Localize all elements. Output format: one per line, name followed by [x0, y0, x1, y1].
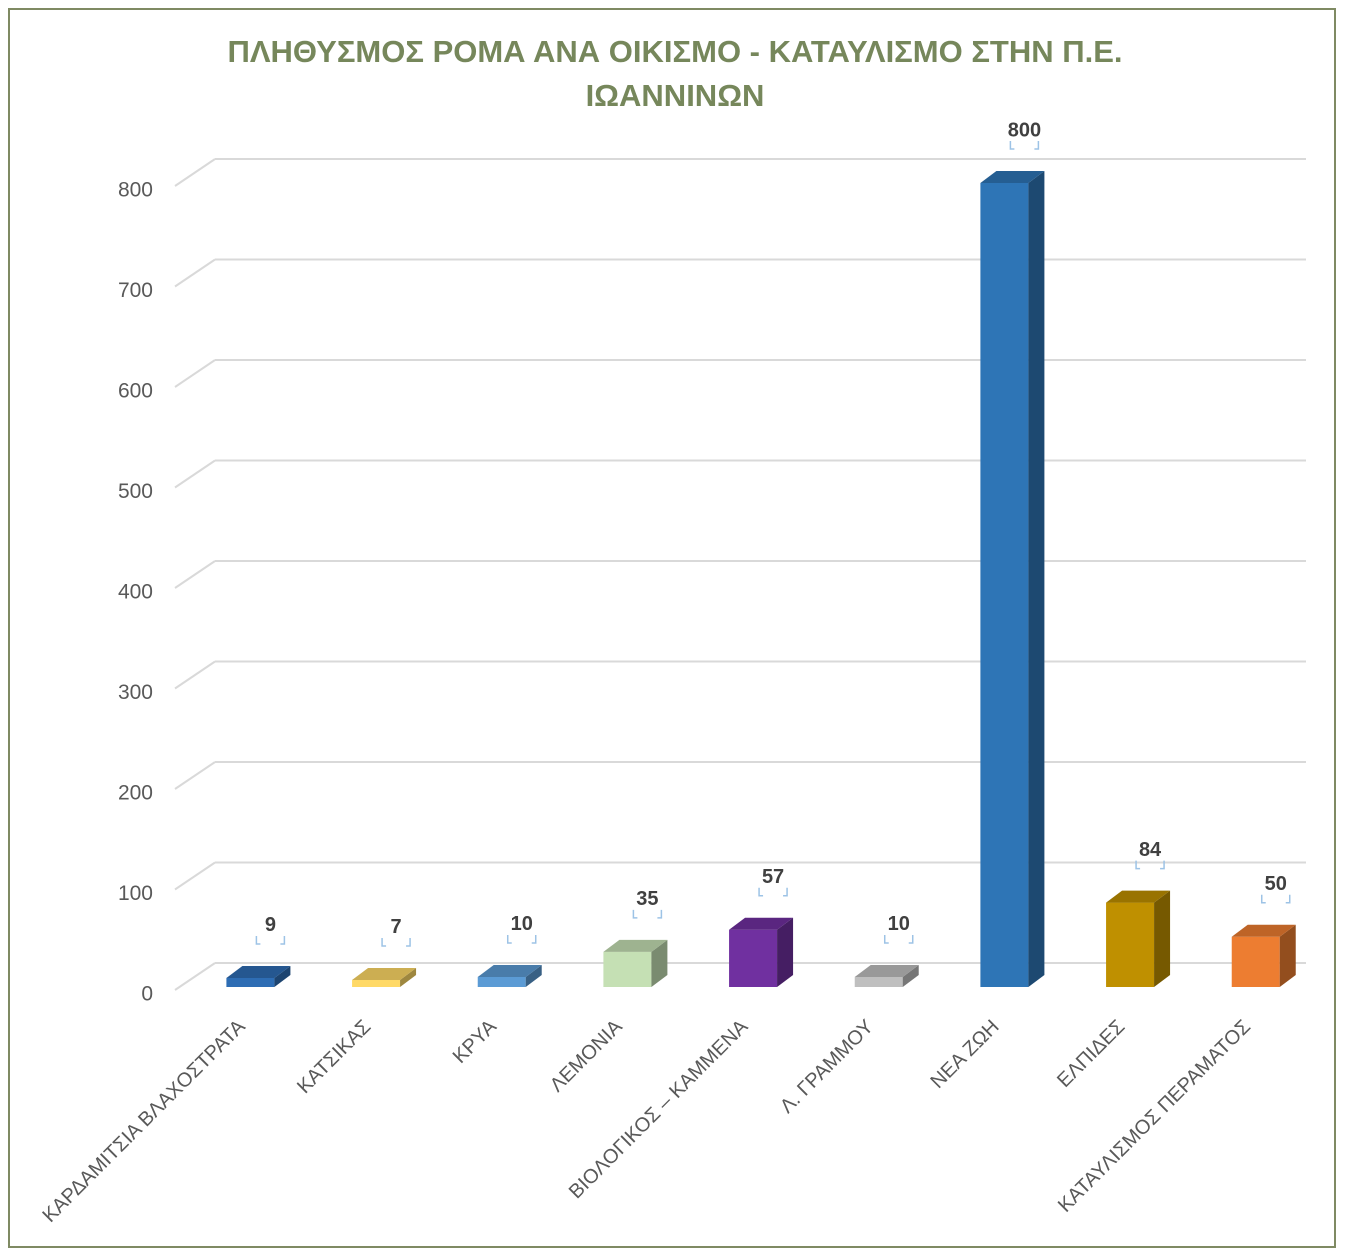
value-label: 35	[636, 888, 658, 910]
bar-front	[980, 183, 1029, 987]
grid-line-depth	[174, 861, 216, 891]
value-label-box	[1135, 860, 1165, 870]
x-tick-label: ΚΑΡΔΑΜΙΤΣΙΑ ΒΛΑΧΟΣΤΡΑΤΑ	[38, 1015, 250, 1227]
bar-top	[603, 939, 668, 952]
bar-side	[525, 964, 542, 987]
bar-side	[651, 939, 668, 987]
y-tick-label: 600	[118, 380, 153, 403]
bar-top	[477, 964, 542, 977]
y-tick-label: 300	[118, 681, 153, 704]
bar	[1106, 890, 1171, 987]
bar	[729, 917, 794, 987]
value-label: 9	[265, 914, 276, 936]
bar-front	[1106, 902, 1155, 987]
value-label-box	[1009, 141, 1040, 150]
grid-line-depth	[174, 660, 216, 690]
bar-front	[603, 951, 652, 987]
bar	[854, 964, 919, 987]
bar-top	[729, 917, 794, 930]
x-tick-label: ΕΛΠΙΔΕΣ	[1053, 1016, 1129, 1092]
bar	[980, 171, 1045, 987]
y-tick-label: 800	[118, 179, 153, 202]
bar-side	[902, 964, 919, 987]
bar-front	[1231, 936, 1280, 987]
bar-side	[1154, 890, 1171, 987]
value-label-box	[1260, 894, 1291, 904]
y-tick-label: 400	[118, 581, 153, 604]
bar-front	[226, 977, 275, 987]
x-tick-label: Λ. ΓΡΑΜΜΟΥ	[776, 1016, 878, 1118]
bar-top	[980, 171, 1045, 183]
y-tick-label: 500	[118, 480, 153, 503]
y-tick-label: 100	[118, 882, 153, 905]
value-label: 57	[762, 866, 784, 888]
bar	[603, 939, 668, 987]
y-tick-label: 200	[118, 782, 153, 805]
bar-top	[1231, 924, 1296, 937]
bar-top	[226, 965, 291, 978]
value-label: 10	[511, 913, 533, 935]
bar-side	[1028, 171, 1045, 987]
bar-side	[1279, 924, 1296, 987]
grid-line-depth	[174, 359, 216, 388]
bar-front	[729, 929, 778, 987]
grid-line-depth	[174, 761, 216, 790]
value-label-box	[632, 909, 663, 919]
grid-line-depth	[174, 560, 216, 589]
value-label: 800	[1008, 119, 1041, 141]
y-tick-label: 0	[141, 983, 153, 1006]
x-tick-label: ΚΡΥΑ	[449, 1015, 502, 1068]
chart-frame	[8, 8, 1336, 1248]
bar	[477, 964, 542, 987]
bar-top	[1106, 890, 1171, 903]
value-label: 84	[1139, 839, 1162, 861]
grid-line-depth	[174, 459, 216, 489]
x-tick-label: ΝΕΑ ΖΩΗ	[926, 1016, 1003, 1093]
value-label-box	[255, 935, 286, 945]
value-label-box	[883, 934, 914, 944]
bar	[352, 967, 417, 987]
bar-front	[854, 976, 903, 987]
value-label: 10	[888, 913, 910, 935]
value-label-box	[506, 934, 537, 944]
x-tick-label: ΛΕΜΟΝΙΑ	[546, 1015, 627, 1096]
value-label-box	[381, 937, 411, 947]
bar-front	[352, 979, 401, 987]
bar-top	[352, 967, 417, 980]
grid-line-depth	[174, 158, 216, 187]
value-label: 7	[391, 916, 402, 938]
bar	[226, 965, 291, 987]
value-label-box	[758, 887, 788, 897]
chart-title: ΠΛΗΘΥΣΜΟΣ ΡΟΜΑ ΑΝΑ ΟΙΚΙΣΜΟ - ΚΑΤΑΥΛΙΣΜΟ …	[227, 34, 1123, 113]
y-tick-label: 700	[118, 279, 153, 302]
grid-line-depth	[174, 962, 216, 991]
bar	[1231, 924, 1296, 987]
bar-top	[854, 964, 919, 977]
grid-line-depth	[174, 258, 216, 288]
bar-front	[477, 976, 526, 987]
bar-side	[400, 967, 417, 987]
bar-side	[777, 917, 794, 987]
value-label: 50	[1265, 873, 1287, 895]
x-tick-label: ΚΑΤΣΙΚΑΣ	[293, 1016, 375, 1098]
bar-side	[274, 965, 291, 987]
